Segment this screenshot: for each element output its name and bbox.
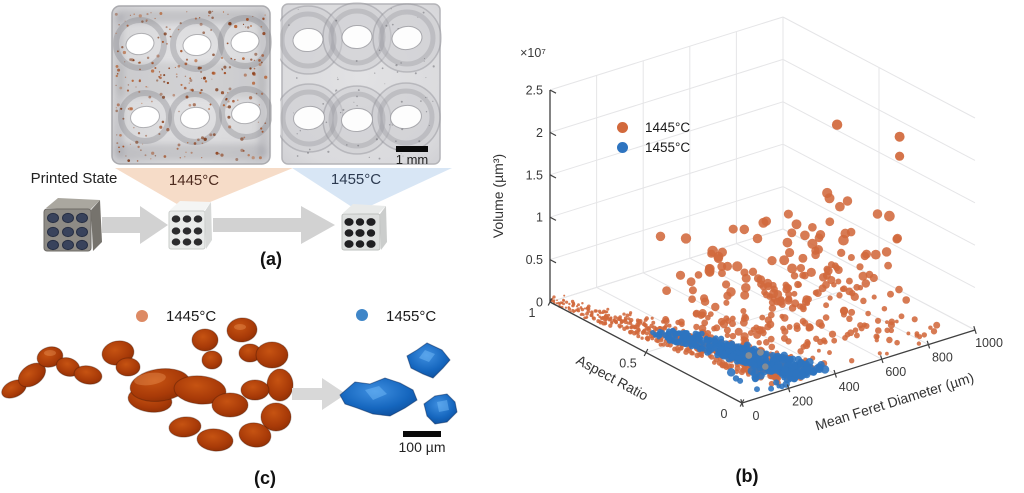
panel-label-a: (a) — [260, 249, 282, 269]
svg-text:0: 0 — [536, 296, 543, 310]
ct-holes — [125, 30, 261, 130]
printed-cube-image — [43, 198, 102, 252]
arrow-right-icon — [213, 206, 335, 244]
chart-legend-dot-1445 — [617, 122, 628, 133]
temp-label-1445: 1445°C — [168, 172, 220, 189]
pore-speckles — [114, 10, 268, 162]
z-exponent-label: ×10⁷ — [520, 46, 546, 60]
ct-rings — [113, 15, 272, 145]
ct-holes — [292, 24, 423, 133]
svg-text:2: 2 — [536, 126, 543, 140]
sintered-cube-1445-image — [168, 201, 212, 250]
panel-label-b: (b) — [735, 466, 759, 486]
printed-state-label: Printed State — [30, 170, 118, 187]
svg-text:Aspect Ratio: Aspect Ratio — [574, 352, 652, 404]
sintered-cube-1455-image — [341, 204, 387, 251]
pore-renders-1455 — [339, 342, 458, 425]
svg-text:0.5: 0.5 — [619, 357, 636, 371]
ct-image-1455 — [280, 2, 442, 165]
svg-text:1: 1 — [529, 306, 536, 320]
svg-text:200: 200 — [792, 394, 813, 408]
ct-image-1445 — [111, 5, 272, 165]
chart-legend-dot-1455 — [617, 142, 628, 153]
funnel-1445 — [115, 168, 293, 207]
svg-text:800: 800 — [932, 351, 953, 365]
legend-label-1445: 1445°C — [166, 308, 217, 325]
legend-label-1455: 1455°C — [386, 308, 437, 325]
scatter-points-1455°C — [650, 327, 830, 393]
temperature-funnels — [115, 168, 452, 207]
temp-label-1455: 1455°C — [330, 171, 382, 188]
fragment-facets — [365, 350, 449, 412]
tick-labels: 0 0.5 1 1.5 2 2.5 0 200 400 600 800 1000 0 0.5 1 — [526, 84, 1003, 424]
pore-render-1445 — [1, 317, 294, 452]
chart-legend-label-1455: 1455°C — [645, 140, 691, 155]
svg-text:0: 0 — [753, 409, 760, 423]
svg-text:600: 600 — [885, 365, 906, 379]
svg-text:1000: 1000 — [975, 336, 1003, 350]
panel-label-c: (c) — [254, 468, 276, 488]
svg-text:1: 1 — [536, 211, 543, 225]
blob-highlights — [44, 324, 246, 386]
svg-text:0: 0 — [721, 407, 728, 421]
scatter3d-chart: 0 0.5 1 1.5 2 2.5 0 200 400 600 800 1000 0 0.5 1 Volume… — [490, 16, 1003, 433]
svg-text:400: 400 — [839, 380, 860, 394]
funnel-1455 — [292, 168, 452, 207]
svg-text:1.5: 1.5 — [526, 168, 543, 182]
chart-legend-label-1445: 1445°C — [645, 120, 691, 135]
svg-text:Volume (µm³): Volume (µm³) — [490, 154, 506, 238]
scale-bar-1mm-label: 1 mm — [395, 152, 429, 167]
legend-dot-1445 — [136, 310, 148, 322]
axes — [547, 89, 977, 407]
svg-text:0.5: 0.5 — [526, 253, 543, 267]
scale-bar-100um — [403, 431, 441, 437]
scatter-points-unlabeled-gray — [745, 349, 769, 370]
scale-bar-1mm — [396, 146, 428, 152]
scale-bar-100um-label: 100 µm — [398, 439, 446, 455]
svg-text:2.5: 2.5 — [526, 84, 543, 98]
arrow-right-icon — [292, 378, 346, 410]
legend-dot-1455 — [356, 309, 368, 321]
arrow-right-icon — [102, 206, 168, 244]
